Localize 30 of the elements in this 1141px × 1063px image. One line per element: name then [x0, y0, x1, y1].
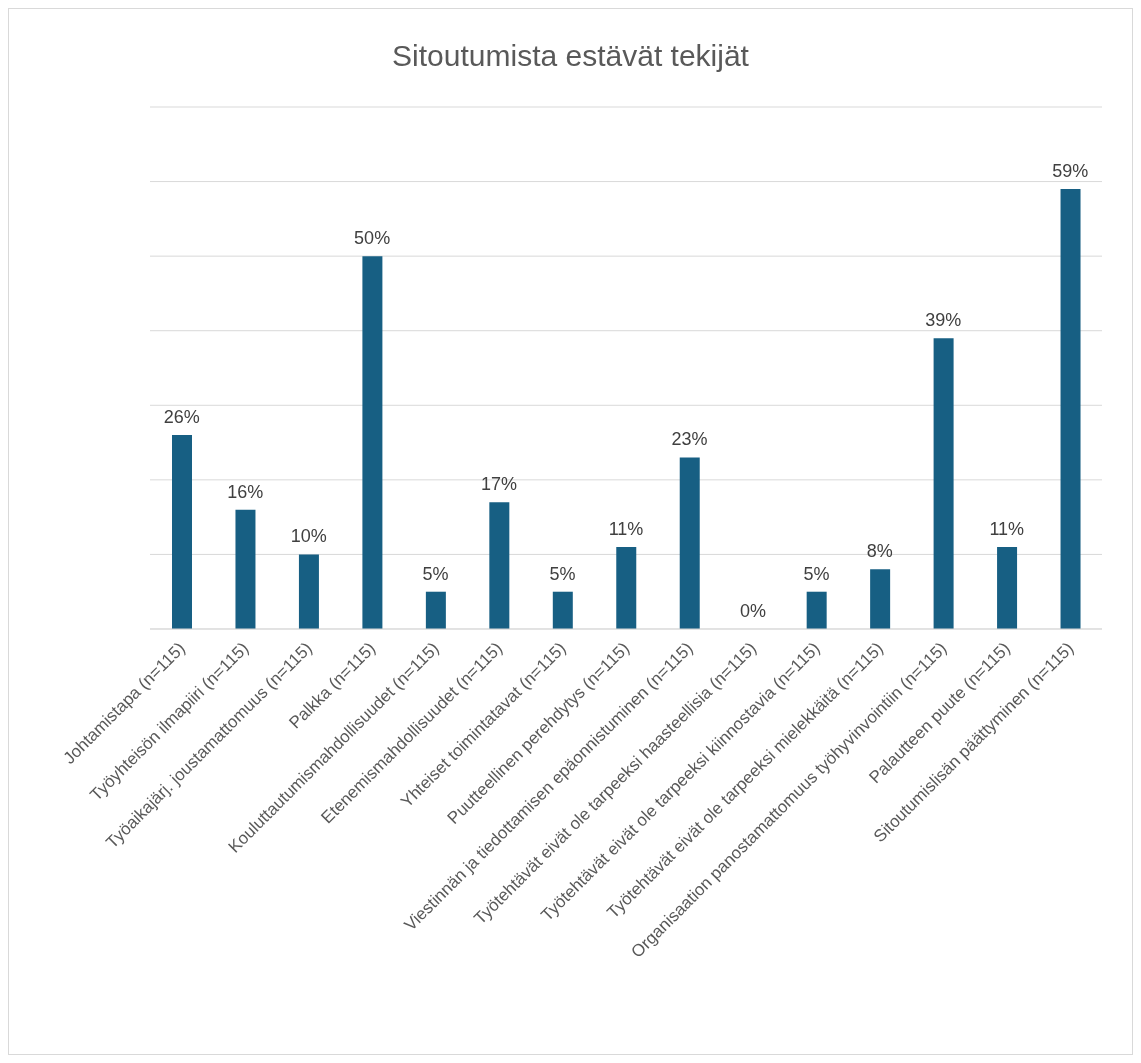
data-label: 17%	[481, 474, 518, 495]
bar	[997, 546, 1018, 629]
data-label: 10%	[290, 526, 327, 547]
bar	[806, 591, 827, 629]
data-label: 16%	[227, 481, 264, 502]
bar	[679, 457, 700, 629]
bar	[552, 591, 573, 629]
data-label: 5%	[422, 563, 449, 584]
chart-title: Sitoutumista estävät tekijät	[391, 39, 750, 73]
data-label: 39%	[925, 310, 962, 331]
bar	[870, 569, 891, 629]
bar	[172, 435, 192, 629]
data-label: 23%	[671, 429, 708, 450]
bar	[298, 554, 319, 629]
data-label: 8%	[866, 541, 893, 562]
bar	[1060, 189, 1081, 629]
data-label: 26%	[163, 407, 200, 428]
data-label: 11%	[989, 518, 1025, 539]
bar	[425, 591, 446, 629]
bar	[489, 502, 510, 629]
data-label: 5%	[803, 563, 830, 584]
data-label: 11%	[608, 518, 644, 539]
bar	[616, 546, 637, 629]
data-label: 59%	[1052, 161, 1089, 182]
bar	[235, 509, 256, 629]
data-label: 5%	[549, 563, 576, 584]
bar	[933, 338, 954, 629]
data-label: 50%	[354, 228, 391, 249]
data-label: 0%	[739, 601, 766, 621]
bar	[362, 256, 383, 629]
